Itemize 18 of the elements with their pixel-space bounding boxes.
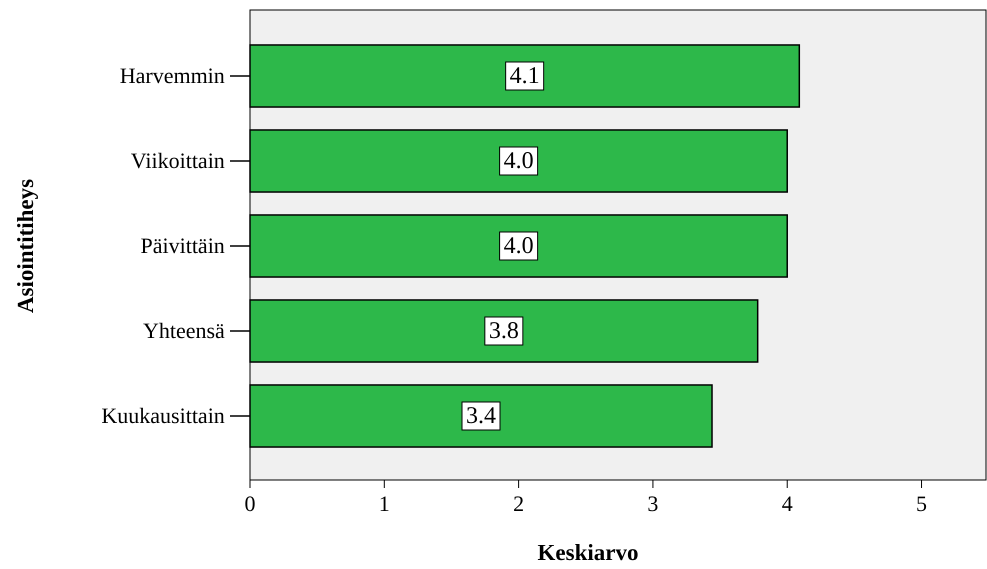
x-tick-label: 4 [782,490,793,516]
data-label: 4.1 [510,63,540,89]
x-tick-label: 3 [647,490,658,516]
x-axis-title: Keskiarvo [538,540,638,565]
y-tick-label: Viikoittain [130,148,225,174]
y-tick-label: Harvemmin [120,63,225,88]
data-label: 4.0 [504,148,534,174]
data-label: 3.8 [488,318,519,344]
data-label: 4.0 [504,233,534,259]
y-axis-title: Asiointitiheys [13,178,38,314]
x-tick-label: 1 [378,490,390,516]
x-tick-label: 2 [513,490,524,516]
data-label: 3.4 [466,403,496,429]
y-tick-label: Yhteensä [142,318,226,344]
y-tick-label: Kuukausittain [101,403,225,428]
x-tick-label: 5 [916,490,928,516]
y-tick-label: Päivittäin [140,233,225,258]
x-tick-label: 0 [244,490,256,516]
